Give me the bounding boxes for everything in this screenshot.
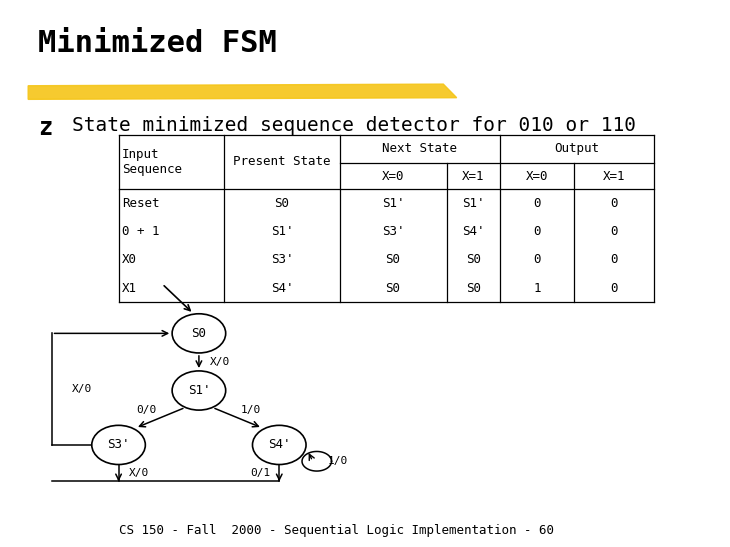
- FancyArrowPatch shape: [139, 409, 183, 427]
- Text: 0 + 1: 0 + 1: [122, 225, 159, 238]
- Text: Minimized FSM: Minimized FSM: [38, 28, 277, 57]
- Text: S1': S1': [462, 197, 485, 210]
- Text: S3': S3': [382, 225, 404, 238]
- Text: 0: 0: [610, 253, 618, 266]
- Text: S3': S3': [107, 439, 130, 451]
- Text: X=1: X=1: [462, 170, 485, 183]
- Text: 0: 0: [610, 282, 618, 295]
- Text: X=0: X=0: [382, 170, 404, 183]
- Ellipse shape: [172, 314, 226, 353]
- Text: CS 150 - Fall  2000 - Sequential Logic Implementation - 60: CS 150 - Fall 2000 - Sequential Logic Im…: [119, 525, 553, 538]
- Text: S0: S0: [466, 253, 481, 266]
- Text: 0: 0: [534, 253, 541, 266]
- Text: S4': S4': [268, 439, 291, 451]
- Ellipse shape: [92, 426, 145, 464]
- Text: 0: 0: [534, 197, 541, 210]
- Ellipse shape: [172, 371, 226, 410]
- Text: S0: S0: [466, 282, 481, 295]
- Text: 1/0: 1/0: [328, 456, 348, 466]
- Text: S0: S0: [191, 327, 207, 340]
- FancyArrowPatch shape: [196, 356, 201, 366]
- Text: 1/0: 1/0: [241, 405, 261, 415]
- Text: S4': S4': [271, 282, 293, 295]
- Text: 1: 1: [534, 282, 541, 295]
- Text: X=1: X=1: [603, 170, 626, 183]
- Text: X/0: X/0: [128, 468, 149, 478]
- Text: 0: 0: [610, 225, 618, 238]
- Text: State minimized sequence detector for 010 or 110: State minimized sequence detector for 01…: [72, 115, 636, 135]
- Text: Output: Output: [555, 142, 600, 155]
- Text: S3': S3': [271, 253, 293, 266]
- Text: Input
Sequence: Input Sequence: [122, 148, 182, 176]
- Text: z: z: [38, 115, 53, 139]
- Text: Next State: Next State: [383, 142, 458, 155]
- Text: 0/0: 0/0: [137, 405, 157, 415]
- Text: S1': S1': [188, 384, 210, 397]
- Text: S4': S4': [462, 225, 485, 238]
- Text: S0: S0: [274, 197, 289, 210]
- FancyArrowPatch shape: [215, 409, 258, 427]
- Text: 0: 0: [534, 225, 541, 238]
- Text: 0: 0: [610, 197, 618, 210]
- Ellipse shape: [253, 426, 306, 464]
- Text: X/0: X/0: [72, 384, 92, 394]
- Text: S0: S0: [385, 253, 401, 266]
- Text: Present State: Present State: [233, 155, 331, 168]
- Text: X/0: X/0: [210, 357, 231, 367]
- Polygon shape: [28, 84, 457, 100]
- Text: S0: S0: [385, 282, 401, 295]
- Text: X1: X1: [122, 282, 137, 295]
- Text: S1': S1': [382, 197, 404, 210]
- Text: X=0: X=0: [526, 170, 548, 183]
- Text: S1': S1': [271, 225, 293, 238]
- Text: Reset: Reset: [122, 197, 159, 210]
- Text: X0: X0: [122, 253, 137, 266]
- Text: 0/1: 0/1: [250, 468, 271, 478]
